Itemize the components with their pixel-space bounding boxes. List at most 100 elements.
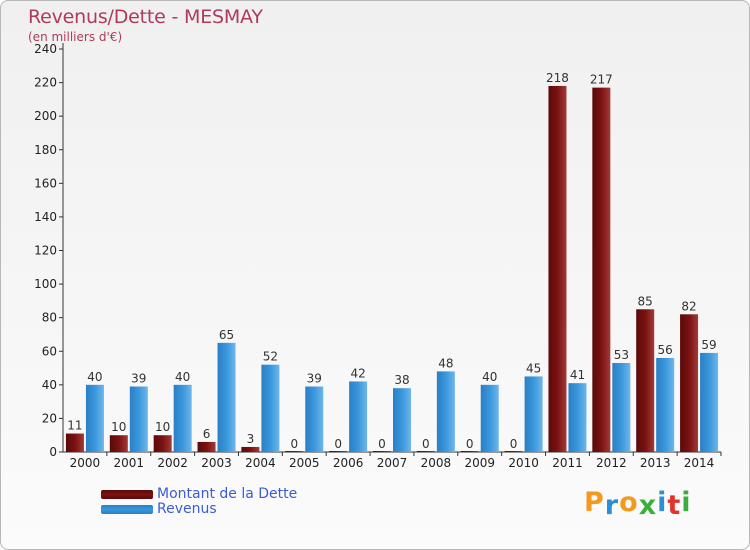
x-tick-label-2006: 2006 <box>333 456 364 470</box>
bar-revenus-2005 <box>305 386 324 452</box>
logo-letter: P <box>584 487 605 518</box>
bar-revenus-2001 <box>129 386 148 452</box>
value-label-revenus-2007: 38 <box>394 373 409 387</box>
x-tick-label-2011: 2011 <box>552 456 583 470</box>
y-tick-label: 180 <box>34 143 57 157</box>
x-tick-label-2012: 2012 <box>596 456 627 470</box>
value-label-revenus-2009: 40 <box>482 370 497 384</box>
x-tick-label-2009: 2009 <box>464 456 495 470</box>
value-label-dette-2010: 0 <box>510 437 518 451</box>
logo-letter: i <box>681 487 692 518</box>
bar-revenus-2013 <box>656 357 675 452</box>
value-label-dette-2003: 6 <box>203 427 211 441</box>
y-tick-label: 40 <box>42 378 57 392</box>
value-label-dette-2005: 0 <box>290 437 298 451</box>
bar-revenus-2004 <box>261 364 280 452</box>
value-label-revenus-2003: 65 <box>219 328 234 342</box>
value-label-revenus-2004: 52 <box>263 350 278 364</box>
bar-dette-2007 <box>373 451 391 452</box>
y-tick-label: 220 <box>34 76 57 90</box>
bar-revenus-2006 <box>349 381 368 452</box>
bar-dette-2010 <box>504 451 523 452</box>
value-label-revenus-2002: 40 <box>175 370 190 384</box>
x-tick-label-2008: 2008 <box>421 456 452 470</box>
legend-label-dette: Montant de la Dette <box>157 486 298 502</box>
value-label-revenus-2013: 56 <box>658 343 673 357</box>
bar-dette-2004 <box>241 446 260 452</box>
x-tick-label-2014: 2014 <box>684 456 715 470</box>
value-label-dette-2001: 10 <box>111 420 126 434</box>
x-tick-label-2004: 2004 <box>245 456 276 470</box>
y-tick-label: 20 <box>42 411 57 425</box>
bar-dette-2008 <box>416 451 435 452</box>
y-tick-label: 120 <box>34 244 57 258</box>
x-tick-label-2002: 2002 <box>157 456 188 470</box>
y-tick-label: 240 <box>34 42 57 56</box>
bar-revenus-2012 <box>612 363 631 452</box>
value-label-dette-2014: 82 <box>681 299 696 313</box>
y-tick-label: 200 <box>34 109 57 123</box>
value-label-revenus-2012: 53 <box>614 348 629 362</box>
bar-revenus-2010 <box>524 376 543 452</box>
value-label-revenus-2005: 39 <box>307 372 322 386</box>
bar-revenus-2000 <box>85 384 104 452</box>
bar-dette-2003 <box>197 441 216 452</box>
value-label-revenus-2001: 39 <box>131 372 146 386</box>
bar-dette-2013 <box>636 309 655 452</box>
bar-revenus-2009 <box>480 384 499 452</box>
logo-letter: o <box>619 487 639 518</box>
value-label-revenus-2000: 40 <box>87 370 102 384</box>
bar-dette-2002 <box>153 435 172 452</box>
value-label-dette-2008: 0 <box>422 437 430 451</box>
x-tick-label-2001: 2001 <box>114 456 145 470</box>
value-label-dette-2007: 0 <box>378 437 386 451</box>
value-label-revenus-2010: 45 <box>526 361 541 375</box>
value-label-dette-2002: 10 <box>155 420 170 434</box>
legend-swatch-dette <box>101 490 153 499</box>
bar-revenus-2007 <box>393 388 411 452</box>
bar-revenus-2003 <box>217 342 236 452</box>
x-tick-label-2010: 2010 <box>508 456 539 470</box>
bar-revenus-2011 <box>568 383 587 452</box>
bar-dette-2011 <box>548 85 567 453</box>
proxiti-logo: Proxiti <box>584 487 692 527</box>
bar-dette-2005 <box>285 451 304 452</box>
value-label-revenus-2011: 41 <box>570 368 585 382</box>
x-tick-label-2013: 2013 <box>640 456 671 470</box>
legend-label-revenus: Revenus <box>157 501 217 517</box>
y-tick-label: 160 <box>34 176 57 190</box>
bar-dette-2000 <box>65 433 84 452</box>
y-tick-label: 0 <box>49 445 57 459</box>
value-label-dette-2013: 85 <box>638 294 653 308</box>
value-label-dette-2011: 218 <box>546 71 569 85</box>
x-tick-label-2000: 2000 <box>70 456 101 470</box>
y-tick-label: 80 <box>42 311 57 325</box>
chart-title: Revenus/Dette - MESMAY <box>28 6 263 28</box>
bar-dette-2001 <box>109 435 128 452</box>
value-label-dette-2004: 3 <box>247 432 255 446</box>
chart-value-labels: 11 40 10 39 10 40 6 65 3 52 0 39 0 42 0 38 0 48 0 40 0 45 218 4… <box>67 71 716 451</box>
bar-dette-2006 <box>329 451 348 452</box>
value-label-dette-2006: 0 <box>334 437 342 451</box>
value-label-revenus-2014: 59 <box>701 338 716 352</box>
logo-letter: i <box>657 487 668 518</box>
bar-dette-2014 <box>680 314 699 452</box>
y-tick-label: 60 <box>42 344 57 358</box>
bar-dette-2009 <box>460 451 479 452</box>
x-tick-label-2003: 2003 <box>201 456 232 470</box>
legend-swatch-revenus <box>101 505 153 514</box>
y-tick-label: 100 <box>34 277 57 291</box>
value-label-dette-2012: 217 <box>590 73 613 87</box>
bar-revenus-2008 <box>436 371 455 452</box>
bar-revenus-2014 <box>700 352 719 452</box>
value-label-revenus-2006: 42 <box>350 366 365 380</box>
bar-dette-2012 <box>592 87 611 452</box>
x-tick-label-2007: 2007 <box>377 456 408 470</box>
value-label-dette-2009: 0 <box>466 437 474 451</box>
chart-bars <box>65 85 719 453</box>
bar-revenus-2002 <box>173 384 192 452</box>
value-label-dette-2000: 11 <box>67 419 82 433</box>
